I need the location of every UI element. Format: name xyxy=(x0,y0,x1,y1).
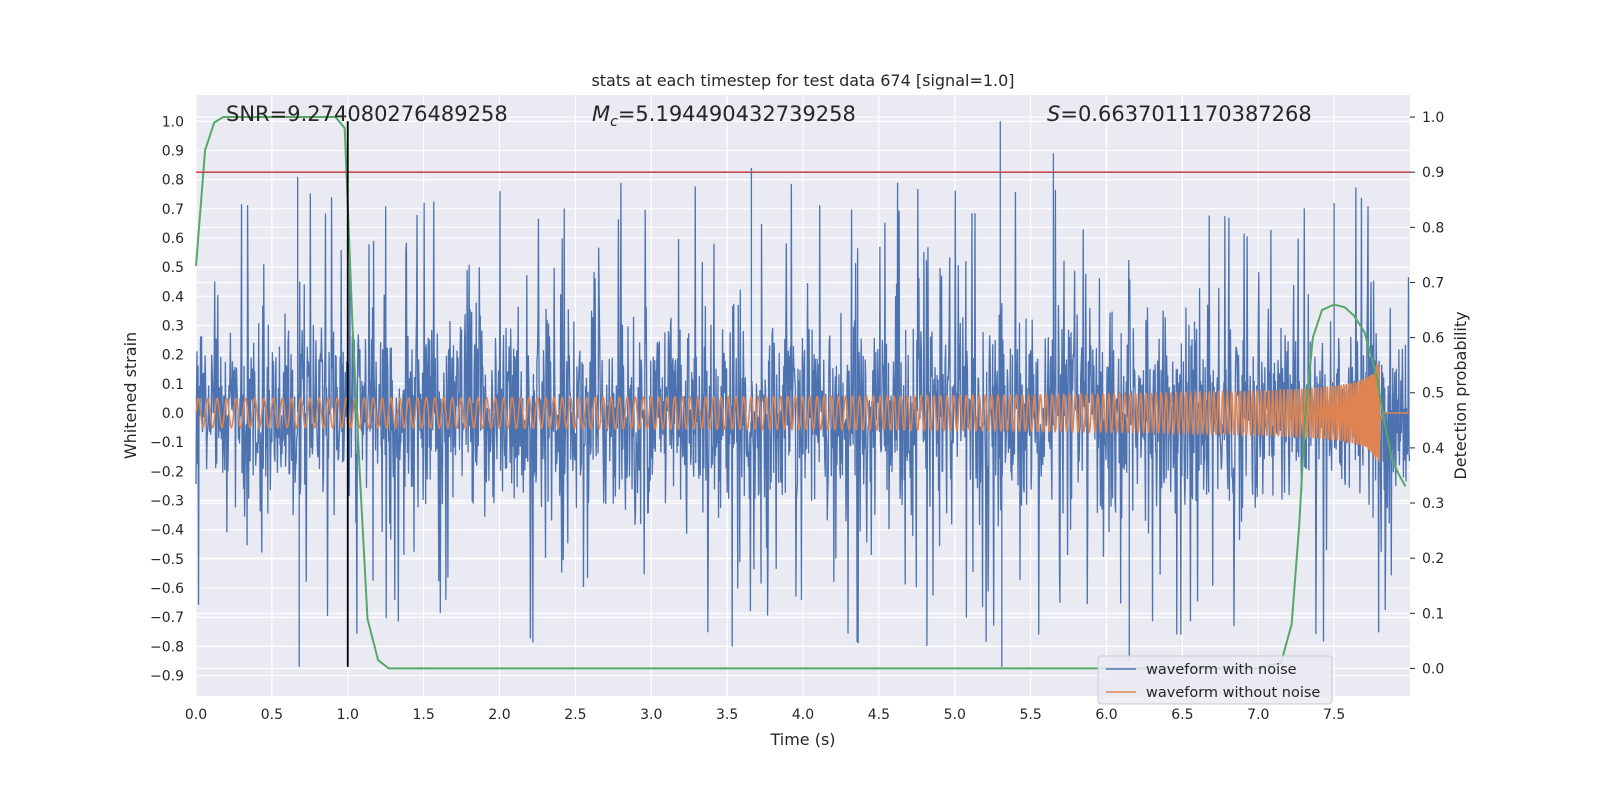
y-tick-label: 0.4 xyxy=(162,289,184,305)
x-tick-label: 1.0 xyxy=(337,707,359,723)
legend-label-clean: waveform without noise xyxy=(1146,685,1320,701)
y-tick-label: 0.7 xyxy=(162,202,184,218)
y-tick-label: −0.5 xyxy=(150,552,184,568)
y2-tick-label: 0.6 xyxy=(1422,331,1444,347)
y-tick-label: 1.0 xyxy=(162,114,184,130)
y-tick-label: −0.1 xyxy=(150,435,184,451)
s-symbol: S xyxy=(1047,102,1060,126)
x-axis-label: Time (s) xyxy=(769,730,835,749)
x-tick-label: 3.0 xyxy=(640,707,662,723)
y-tick-label: 0.0 xyxy=(162,406,184,422)
legend-box xyxy=(1097,655,1333,705)
x-tick-label: 3.5 xyxy=(716,707,738,723)
y2-tick-label: 0.1 xyxy=(1422,606,1444,622)
y-tick-label: −0.6 xyxy=(150,581,184,597)
x-tick-label: 6.0 xyxy=(1095,707,1117,723)
x-tick-label: 7.5 xyxy=(1323,707,1345,723)
y2-axis-label: Detection probability xyxy=(1451,311,1470,479)
y2-tick-label: 0.3 xyxy=(1422,496,1444,512)
y-tick-label: −0.2 xyxy=(150,464,184,480)
y-tick-label: 0.6 xyxy=(162,231,184,247)
y-tick-label: 0.9 xyxy=(162,143,184,159)
x-tick-label: 7.0 xyxy=(1247,707,1269,723)
y-tick-label: −0.8 xyxy=(150,639,184,655)
mc-value: =5.194490432739258 xyxy=(618,102,856,126)
x-tick-label: 5.5 xyxy=(1019,707,1041,723)
y-tick-label: 0.8 xyxy=(162,173,184,189)
x-tick-label: 0.0 xyxy=(185,707,207,723)
y-tick-label: −0.7 xyxy=(150,610,184,626)
chirp-mass-annotation: Mc=5.194490432739258 xyxy=(592,102,856,130)
y-tick-label: 0.1 xyxy=(162,377,184,393)
x-tick-label: 0.5 xyxy=(261,707,283,723)
mc-symbol: M xyxy=(592,102,610,126)
y-tick-label: −0.9 xyxy=(150,669,184,685)
x-tick-label: 4.5 xyxy=(868,707,890,723)
y2-tick-label: 0.2 xyxy=(1422,551,1444,567)
y2-tick-label: 0.7 xyxy=(1422,275,1444,291)
s-annotation: S=0.6637011170387268 xyxy=(1047,102,1312,126)
y2-tick-label: 0.0 xyxy=(1422,661,1444,677)
x-tick-label: 2.0 xyxy=(488,707,510,723)
y2-tick-label: 0.9 xyxy=(1422,165,1444,181)
y2-tick-label: 1.0 xyxy=(1422,110,1444,126)
s-value: =0.6637011170387268 xyxy=(1060,102,1311,126)
y-tick-label: 0.3 xyxy=(162,318,184,334)
x-tick-label: 4.0 xyxy=(792,707,814,723)
x-tick-label: 2.5 xyxy=(564,707,586,723)
y-tick-label: 0.2 xyxy=(162,348,184,364)
chirp-line xyxy=(195,363,1410,463)
snr-annotation: SNR=9.274080276489258 xyxy=(226,102,508,126)
legend: waveform with noise waveform without noi… xyxy=(1097,655,1333,705)
y2-tick-label: 0.8 xyxy=(1422,220,1444,236)
y-axis-label: Whitened strain xyxy=(121,332,140,459)
overlays xyxy=(196,121,1410,667)
y2-tick-label: 0.4 xyxy=(1422,441,1444,457)
series-waveform-without-noise xyxy=(195,363,1410,463)
y-tick-label: 0.5 xyxy=(162,260,184,276)
y-tick-label: −0.3 xyxy=(150,494,184,510)
x-tick-label: 1.5 xyxy=(412,707,434,723)
mc-subscript: c xyxy=(610,114,618,130)
y2-tick-label: 0.5 xyxy=(1422,386,1444,402)
chart-title: stats at each timestep for test data 674… xyxy=(591,71,1014,90)
ticks: 0.0 0.5 1.0 1.5 2.0 2.5 3.0 3.5 4.0 4.5 5.0 5.5 6.0 6… xyxy=(150,110,1444,723)
legend-label-noise: waveform with noise xyxy=(1146,662,1297,678)
x-tick-label: 5.0 xyxy=(944,707,966,723)
x-tick-label: 6.5 xyxy=(1171,707,1193,723)
y-tick-label: −0.4 xyxy=(150,523,184,539)
